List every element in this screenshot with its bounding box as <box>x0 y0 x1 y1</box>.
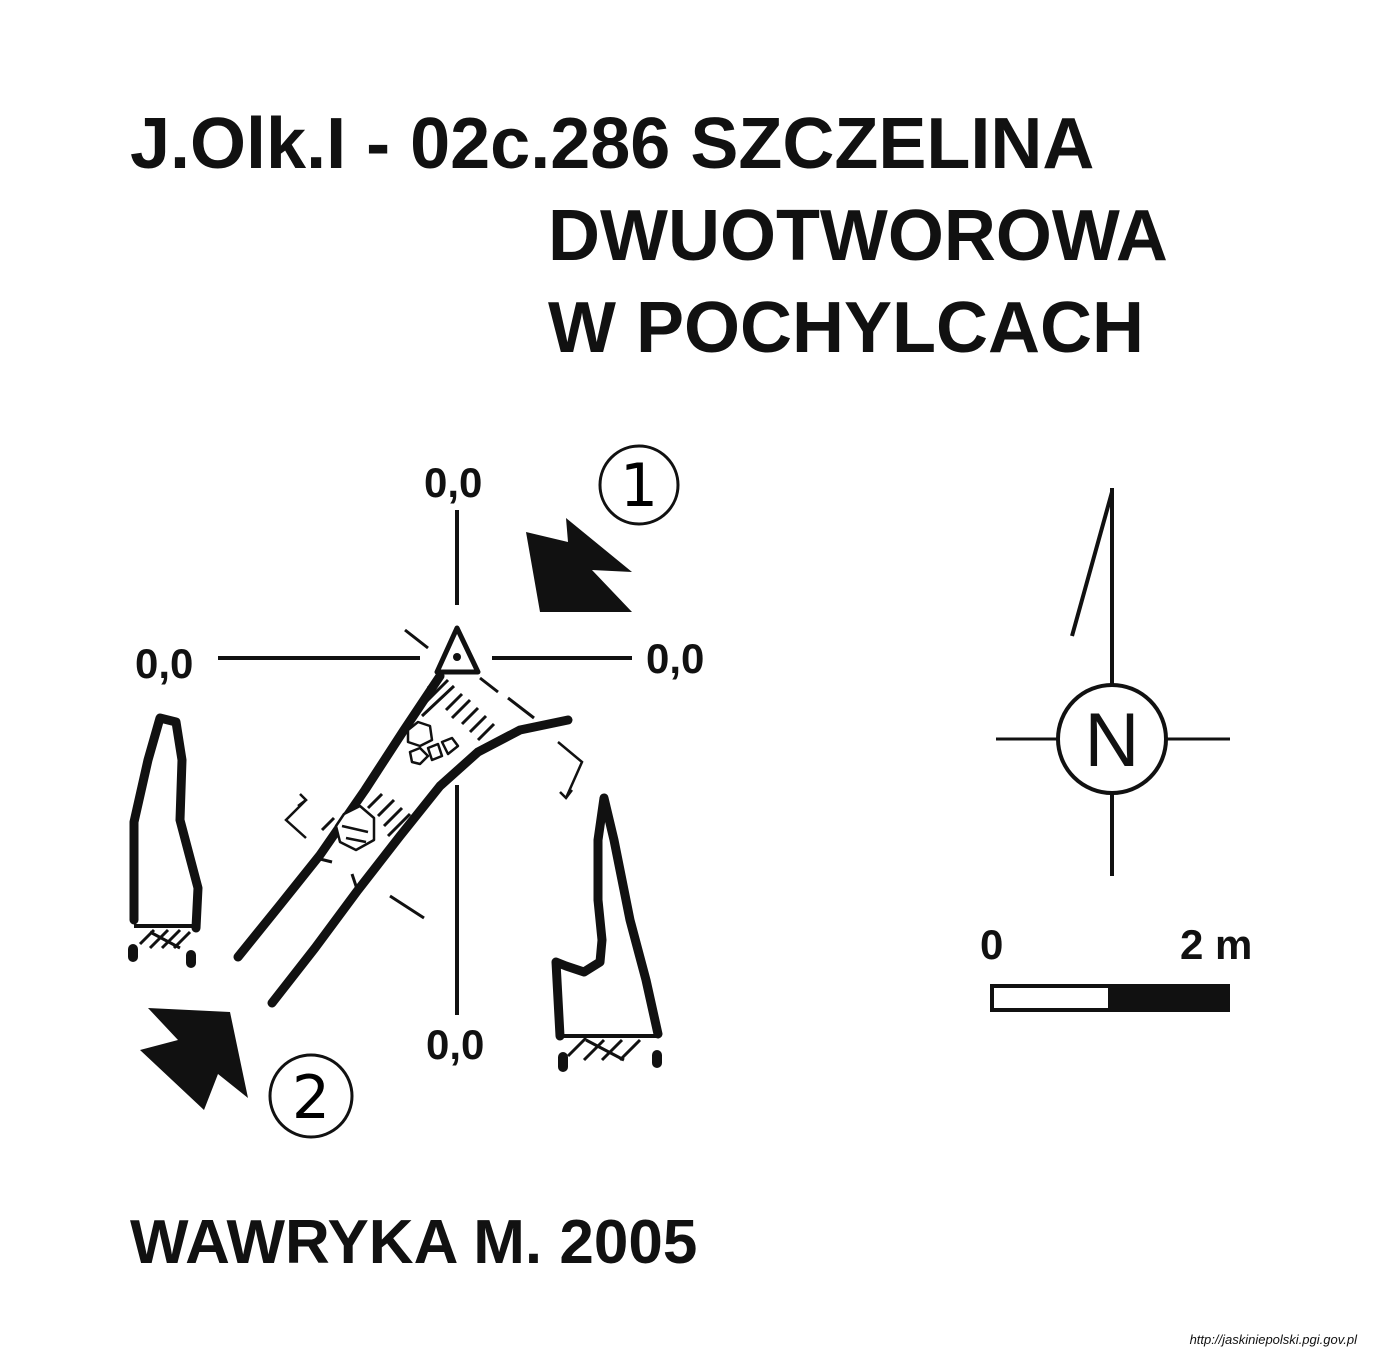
entrance-1-marker: 1 <box>598 444 680 526</box>
author-credit: WAWRYKA M. 2005 <box>130 1208 698 1277</box>
cave-wall-east <box>267 715 573 1008</box>
cave-walls <box>233 671 573 1008</box>
datum-label-left: 0,0 <box>135 640 194 687</box>
north-arrow-icon: N <box>996 488 1230 876</box>
scale-start-label: 0 <box>980 921 1004 968</box>
entrance-2-arrow <box>140 1008 248 1110</box>
rock-outcrop-right <box>551 793 663 1072</box>
ceiling-edge-dashes <box>315 628 535 920</box>
section-markers <box>284 741 584 839</box>
source-link[interactable]: http://jaskiniepolski.pgi.gov.pl <box>1189 1332 1357 1347</box>
entrance-1-number: 1 <box>620 451 658 521</box>
entrance-2-number: 2 <box>292 1063 330 1133</box>
scale-bar <box>990 984 1230 1012</box>
datum-label-right: 0,0 <box>646 635 705 682</box>
entrance-2-marker: 2 <box>268 1053 354 1139</box>
entrance-1-arrow <box>526 518 632 612</box>
datum-point-icon <box>434 625 481 675</box>
title-line-3: W POCHYLCACH <box>548 288 1144 368</box>
boulder-symbols <box>334 720 460 852</box>
floor-hatching <box>320 674 496 844</box>
north-letter: N <box>1085 698 1140 783</box>
rock-outcrop-left <box>128 713 203 968</box>
datum-cross <box>218 510 632 1015</box>
title-line-2: DWUOTWOROWA <box>548 196 1168 276</box>
datum-label-bottom: 0,0 <box>426 1021 485 1068</box>
scale-end-label: 2 m <box>1180 921 1253 968</box>
datum-label-top: 0,0 <box>424 459 483 506</box>
title-line-1: J.Olk.I - 02c.286 SZCZELINA <box>130 104 1095 184</box>
